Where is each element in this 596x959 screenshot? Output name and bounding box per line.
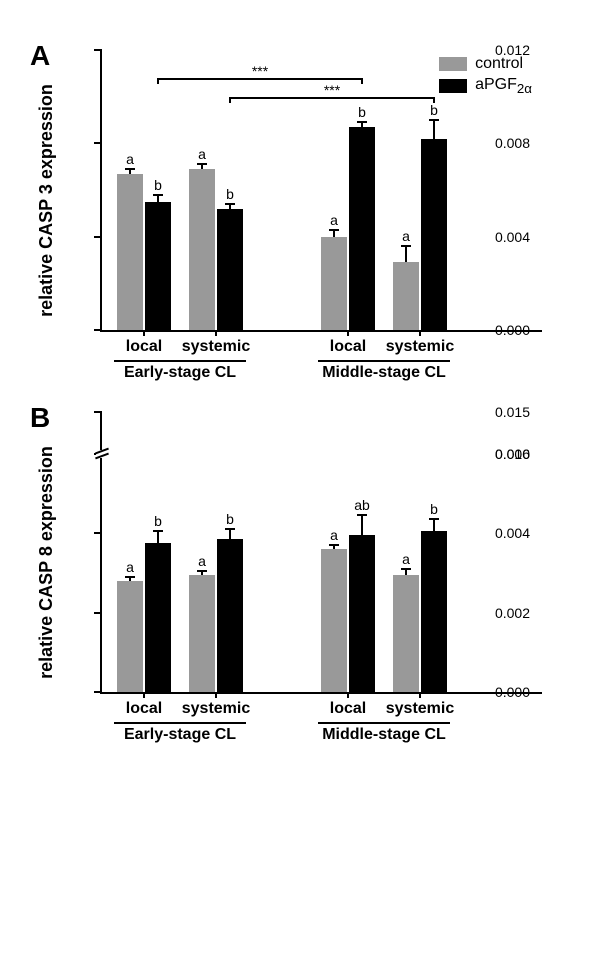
- bar: [393, 262, 419, 330]
- y-tick-label: 0.000: [495, 684, 530, 700]
- significance-letter: b: [226, 186, 234, 202]
- panel-label-a: A: [30, 40, 50, 72]
- significance-letter: ab: [354, 497, 370, 513]
- significance-letter: b: [154, 177, 162, 193]
- significance-letter: a: [402, 228, 410, 244]
- stage-label: Middle-stage CL: [322, 364, 446, 382]
- bar: [393, 575, 419, 692]
- significance-letter: b: [358, 104, 366, 120]
- significance-letter: a: [330, 212, 338, 228]
- bar: [145, 202, 171, 330]
- panel-label-b: B: [30, 402, 50, 434]
- y-tick-label: 0.008: [495, 135, 530, 151]
- bar: [421, 139, 447, 330]
- bar: [217, 539, 243, 692]
- x-group-label: systemic: [182, 338, 251, 356]
- legend-item: control: [439, 55, 532, 73]
- x-group-label: systemic: [386, 700, 455, 718]
- significance-letter: b: [226, 511, 234, 527]
- legend: control aPGF2α: [439, 55, 532, 99]
- y-axis-label-a: relative CASP 3 expression: [36, 84, 57, 317]
- y-axis-label-b: relative CASP 8 expression: [36, 446, 57, 679]
- significance-letter: b: [430, 102, 438, 118]
- significance-letter: a: [402, 551, 410, 567]
- x-group-label: local: [126, 338, 162, 356]
- x-group-label: systemic: [386, 338, 455, 356]
- significance-letter: b: [430, 501, 438, 517]
- chart-a: A relative CASP 3 expression 0.0000.0040…: [20, 50, 576, 332]
- bar: [349, 535, 375, 692]
- bar: [145, 543, 171, 692]
- x-group-label: local: [330, 338, 366, 356]
- bar: [117, 581, 143, 692]
- plot-region-a: 0.0000.0040.0080.012controlaPGF2αabababa…: [100, 50, 542, 332]
- significance-letter: a: [126, 559, 134, 575]
- axis-break: [96, 450, 108, 458]
- bar: [189, 169, 215, 330]
- bar: [117, 174, 143, 330]
- bar: [349, 127, 375, 330]
- y-tick-label: 0.010: [495, 446, 530, 462]
- y-tick-label: 0.004: [495, 229, 530, 245]
- stage-label: Early-stage CL: [124, 726, 236, 744]
- x-group-label: local: [126, 700, 162, 718]
- legend-item: aPGF2α: [439, 76, 532, 96]
- stage-label: Early-stage CL: [124, 364, 236, 382]
- bar: [421, 531, 447, 692]
- plot-region-b: 0.0000.0020.0040.0060.0100.015ababaababl…: [100, 412, 542, 694]
- significance-stars: ***: [252, 63, 268, 79]
- significance-letter: a: [198, 553, 206, 569]
- significance-letter: a: [198, 146, 206, 162]
- y-tick-label: 0.002: [495, 605, 530, 621]
- significance-letter: a: [330, 527, 338, 543]
- bar: [217, 209, 243, 330]
- y-tick-label: 0.015: [495, 404, 530, 420]
- y-tick-label: 0.000: [495, 322, 530, 338]
- bar: [189, 575, 215, 692]
- significance-letter: b: [154, 513, 162, 529]
- chart-b: B relative CASP 8 expression 0.0000.0020…: [20, 412, 576, 694]
- significance-letter: a: [126, 151, 134, 167]
- x-group-label: systemic: [182, 700, 251, 718]
- y-tick-label: 0.004: [495, 525, 530, 541]
- bar: [321, 237, 347, 330]
- stage-label: Middle-stage CL: [322, 726, 446, 744]
- x-group-label: local: [330, 700, 366, 718]
- significance-stars: ***: [324, 82, 340, 98]
- bar: [321, 549, 347, 692]
